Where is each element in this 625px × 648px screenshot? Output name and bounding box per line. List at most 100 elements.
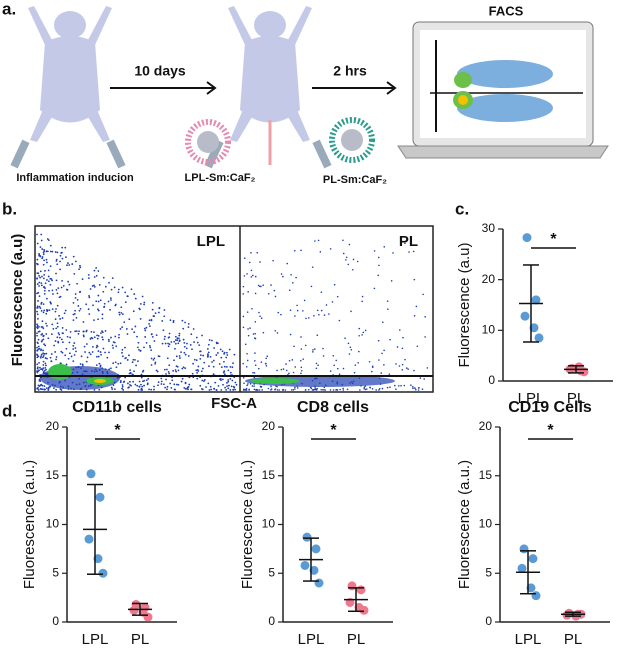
density-dot (49, 277, 52, 280)
density-dot (59, 254, 62, 257)
density-dot (128, 354, 130, 357)
density-dot (198, 344, 201, 347)
density-dot (65, 256, 67, 259)
density-dot (378, 264, 380, 267)
density-dot (36, 366, 39, 369)
density-dot (296, 309, 299, 312)
density-dot (184, 367, 187, 370)
density-dot (124, 291, 127, 294)
data-point (95, 492, 105, 502)
density-dot (133, 331, 136, 334)
density-dot (44, 366, 47, 369)
density-dot (40, 282, 43, 285)
density-dot (111, 388, 114, 390)
density-dot (354, 364, 357, 366)
density-dot (313, 314, 315, 317)
flow-plot (34, 225, 434, 393)
density-dot (242, 388, 245, 391)
density-dot (85, 360, 88, 363)
density-dot (184, 387, 187, 390)
density-dot (41, 256, 44, 258)
density-dot (88, 296, 91, 299)
density-dot (163, 315, 166, 318)
density-dot (41, 369, 44, 371)
density-dot (304, 389, 307, 391)
density-dot (55, 308, 57, 310)
density-dot (103, 302, 106, 305)
density-dot (124, 376, 127, 379)
density-dot (77, 305, 80, 307)
density-dot (196, 372, 198, 374)
density-dot (401, 363, 404, 366)
density-dot (39, 276, 42, 279)
density-dot (346, 388, 349, 391)
density-dot (38, 274, 41, 277)
density-dot (293, 345, 295, 348)
density-dot (164, 386, 167, 389)
density-dot (417, 389, 420, 391)
density-dot (93, 319, 95, 322)
density-dot (127, 382, 129, 385)
density-dot (139, 349, 142, 352)
density-dot (128, 372, 131, 375)
density-dot (311, 266, 314, 268)
density-dot (219, 378, 221, 381)
y-tick-label: 0 (268, 614, 275, 628)
density-dot (333, 364, 336, 367)
y-tick-label: 0 (488, 373, 495, 387)
density-dot (173, 340, 176, 343)
density-dot (109, 297, 112, 300)
density-dot (338, 373, 341, 376)
density-dot (36, 387, 39, 390)
step-label: 2 hrs (333, 63, 367, 79)
density-dot (41, 384, 44, 387)
density-dot (36, 310, 38, 313)
density-dot (154, 362, 157, 365)
density-dot (285, 363, 287, 365)
density-dot (189, 344, 192, 346)
density-dot (272, 259, 274, 262)
density-dot (42, 356, 44, 359)
density-dot (335, 359, 338, 362)
density-dot (167, 345, 170, 348)
density-dot (140, 373, 143, 376)
density-dot (43, 343, 45, 346)
density-dot (363, 386, 366, 388)
density-dot (42, 303, 45, 306)
density-dot (45, 322, 47, 325)
density-dot (242, 285, 245, 288)
density-dot (73, 354, 76, 356)
density-dot (100, 353, 102, 356)
density-dot (382, 321, 384, 324)
density-dot (381, 352, 383, 355)
density-dot (316, 309, 319, 312)
density-dot (80, 355, 83, 358)
density-dot (45, 364, 47, 367)
density-dot (387, 308, 389, 310)
density-dot (142, 369, 145, 372)
density-dot (284, 389, 287, 391)
density-dot (260, 361, 263, 363)
density-dot (126, 333, 129, 335)
density-dot (345, 259, 347, 261)
density-dot (79, 264, 81, 267)
density-dot (59, 268, 61, 271)
density-dot (221, 378, 224, 381)
density-dot (87, 308, 90, 311)
density-dot (181, 319, 184, 322)
density-dot (390, 280, 393, 282)
density-dot (221, 350, 224, 353)
density-dot (107, 338, 110, 341)
y-tick-label: 20 (262, 419, 276, 433)
density-dot (232, 389, 235, 391)
density-dot (121, 313, 124, 316)
density-dot (89, 353, 92, 356)
density-dot (183, 341, 186, 344)
density-dot (151, 308, 154, 311)
density-dot (65, 329, 68, 331)
data-point (302, 532, 312, 542)
density-dot (325, 304, 328, 306)
y-tick-label: 10 (482, 323, 496, 337)
density-dot (52, 327, 55, 330)
